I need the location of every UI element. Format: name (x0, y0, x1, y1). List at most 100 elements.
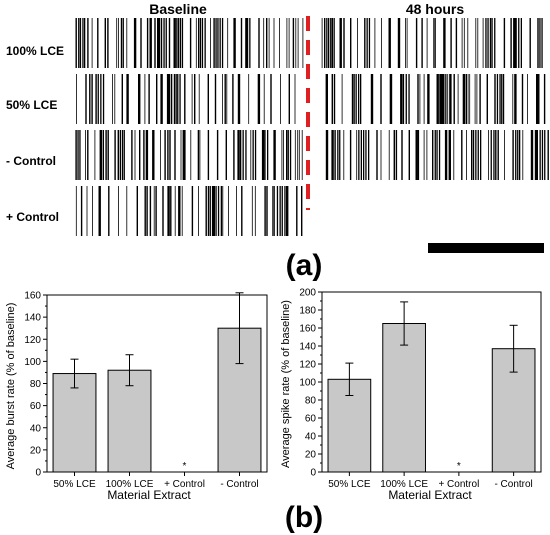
spike-mark (331, 74, 333, 124)
burst-x-tick-label: + Control (164, 479, 205, 490)
spike-mark (80, 186, 83, 236)
spike-mark (494, 18, 496, 68)
spike-mark (148, 74, 150, 124)
spike-mark (471, 130, 473, 180)
spike-mark (476, 74, 478, 124)
spike-mark (497, 130, 499, 180)
spike-mark (474, 74, 476, 124)
spike-mark (85, 130, 86, 180)
spike-mark (144, 74, 146, 124)
spike-mark (209, 186, 211, 236)
spike-mark (370, 74, 374, 124)
spike-mark (219, 18, 221, 68)
spike-mark (427, 74, 430, 124)
spike-mark (242, 130, 244, 180)
row-label-50-lce: 50% LCE (6, 98, 57, 112)
spike-mark (453, 74, 455, 124)
spike-mark (488, 130, 489, 180)
spike-mark (289, 130, 292, 180)
spike-mark (538, 74, 540, 124)
spike-mark (249, 18, 251, 68)
spike-mark (294, 74, 296, 124)
spike-mark (405, 74, 407, 124)
spike-mark (423, 130, 425, 180)
spike-mark (156, 74, 158, 124)
spike-mark (198, 186, 199, 236)
spike-mark (541, 130, 544, 180)
spike-mark (400, 74, 403, 124)
spike-mark (360, 74, 362, 124)
burst-y-tick-label: 80 (30, 379, 42, 390)
spike-mark (328, 18, 330, 68)
spike-mark (443, 74, 445, 124)
spike-x-tick-label: 100% LCE (380, 479, 428, 490)
spike-mark (268, 18, 270, 68)
spike-mark (77, 130, 79, 180)
spike-mark (75, 130, 77, 180)
spike-mark (341, 74, 343, 124)
spike-x-tick-label: 50% LCE (328, 479, 371, 490)
spike-mark (376, 130, 378, 180)
spike-mark (184, 74, 186, 124)
spike-y-tick-label: 60 (305, 414, 317, 425)
spike-mark (160, 130, 161, 180)
spike-mark (79, 18, 82, 68)
spike-mark (462, 74, 466, 124)
spike-mark (450, 18, 452, 68)
spike-y-tick-label: 140 (299, 342, 316, 353)
spike-mark (84, 18, 86, 68)
spike-mark (537, 18, 539, 68)
spike-mark (258, 18, 260, 68)
baseline-header: Baseline (149, 1, 207, 17)
spike-mark (393, 130, 395, 180)
burst-x-tick-label: 100% LCE (106, 479, 154, 490)
spike-rate-chart: Average spike rate (% of baseline) Mater… (280, 288, 542, 502)
scale-bar (428, 243, 544, 253)
spike-mark (174, 130, 176, 180)
spike-mark (181, 18, 184, 68)
spike-mark (438, 130, 441, 180)
spike-mark (126, 74, 129, 124)
spike-mark (264, 186, 266, 236)
spike-mark (97, 18, 99, 68)
spike-mark (467, 18, 469, 68)
spike-mark (139, 130, 141, 180)
spike-mark (405, 18, 406, 68)
spike-mark (493, 130, 495, 180)
spike-mark (360, 130, 362, 180)
spike-mark (91, 18, 93, 68)
burst-y-tick-label: 60 (30, 401, 42, 412)
spike-mark (325, 130, 329, 180)
spike-mark (215, 186, 217, 236)
spike-mark (479, 74, 481, 124)
spike-mark (86, 186, 88, 236)
spike-mark (79, 130, 81, 180)
spike-mark (417, 130, 420, 180)
spike-mark (522, 130, 524, 180)
spike-mark (215, 18, 217, 68)
spike-mark (116, 18, 118, 68)
spike-mark (82, 18, 84, 68)
spike-mark (334, 130, 336, 180)
spike-y-tick-label: 40 (305, 432, 317, 443)
spike-mark (467, 74, 469, 124)
spike-y-tick-label: 180 (299, 306, 316, 317)
spike-mark (180, 130, 182, 180)
spike-mark (324, 18, 326, 68)
spike-mark (301, 130, 303, 180)
spike-mark (355, 74, 357, 124)
spike-mark (339, 18, 342, 68)
spike-mark (157, 18, 160, 68)
spike-mark (434, 130, 436, 180)
spike-mark (539, 130, 541, 180)
spike-mark (75, 18, 77, 68)
spike-mark (297, 130, 299, 180)
spike-mark (121, 130, 124, 180)
spike-mark (518, 18, 520, 68)
spike-mark (368, 130, 370, 180)
spike-mark (97, 74, 99, 124)
spike-mark (485, 18, 487, 68)
spike-mark (144, 186, 146, 236)
spike-mark (191, 186, 194, 236)
panel-label-b: (b) (285, 501, 323, 534)
